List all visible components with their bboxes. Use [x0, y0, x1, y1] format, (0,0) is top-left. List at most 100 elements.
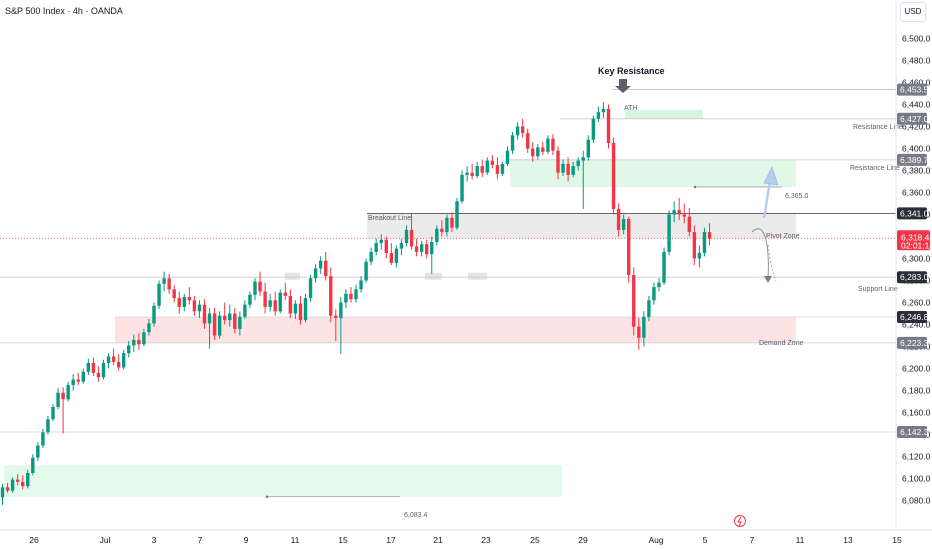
candle-4 — [21, 475, 25, 490]
badge-bg — [897, 425, 927, 438]
candle-body — [672, 210, 676, 215]
candle-5 — [26, 469, 30, 489]
candle-59 — [298, 295, 303, 325]
candle-body — [182, 297, 186, 307]
candle-115 — [581, 150, 585, 209]
candle-97 — [490, 155, 495, 169]
x-tick-label: 7 — [750, 535, 755, 545]
candle-body — [192, 300, 197, 312]
candle-112 — [566, 157, 570, 182]
badge-bg — [897, 112, 927, 125]
candle-94 — [475, 161, 479, 179]
candle-110 — [556, 146, 560, 180]
candle-body — [96, 372, 101, 378]
badge-bg — [897, 336, 927, 349]
candle-130 — [657, 278, 661, 292]
candle-body — [258, 281, 262, 292]
candle-body — [142, 332, 146, 345]
candle-10 — [51, 403, 55, 422]
candle-53 — [268, 293, 272, 312]
candle-body — [228, 313, 232, 321]
candle-30 — [152, 302, 156, 327]
candle-44 — [223, 302, 227, 325]
y-tick-label: 6,460.0 — [902, 78, 931, 88]
x-tick-label: 29 — [578, 535, 588, 545]
zone-4 — [4, 465, 562, 497]
candle-body — [692, 232, 697, 259]
candle-body — [520, 126, 525, 134]
candle-body — [394, 248, 399, 263]
candle-body — [116, 361, 121, 368]
candle-body — [132, 339, 136, 346]
candle-117 — [591, 115, 596, 143]
candle-57 — [288, 289, 293, 318]
candle-28 — [142, 328, 146, 347]
candle-body — [662, 251, 666, 283]
candle-50 — [253, 278, 257, 301]
candle-body — [369, 251, 373, 262]
candle-body — [470, 172, 474, 176]
candle-body — [253, 281, 257, 295]
candle-body — [627, 218, 631, 275]
candle-body — [86, 363, 91, 372]
candle-56 — [283, 282, 287, 301]
candle-36 — [182, 293, 186, 312]
candle-body — [551, 138, 555, 151]
candle-body — [177, 298, 181, 307]
y-tick-label: 6,400.0 — [902, 144, 931, 154]
x-tick-label: 15 — [338, 535, 348, 545]
candle-body — [152, 305, 156, 324]
candle-19 — [96, 366, 101, 382]
x-tick-label: 13 — [843, 535, 853, 545]
badge-text: 6,142.3 — [900, 427, 929, 437]
candle-body — [374, 243, 378, 252]
candle-body — [632, 275, 636, 327]
candle-21 — [106, 353, 111, 369]
x-tick-label: Jul — [100, 535, 111, 545]
candle-74 — [374, 238, 378, 256]
candle-127 — [642, 311, 646, 347]
candle-107 — [541, 141, 545, 156]
candle-body — [354, 289, 358, 300]
candle-133 — [672, 201, 676, 223]
candle-134 — [677, 198, 681, 220]
candle-37 — [187, 287, 192, 305]
candle-body — [197, 304, 202, 312]
candle-114 — [576, 157, 580, 171]
candle-body — [647, 300, 651, 317]
candle-body — [500, 163, 505, 174]
currency-button[interactable]: USD — [900, 2, 926, 22]
badge-text: 6,389.7 — [900, 155, 929, 165]
zone-1 — [510, 159, 796, 187]
candle-body — [652, 287, 656, 301]
candle-83 — [419, 240, 424, 257]
candle-body — [283, 292, 287, 296]
price-badge-4: 6,318.402:01:18 — [897, 230, 932, 251]
base-measure-dot — [265, 495, 269, 499]
candle-55 — [278, 289, 282, 314]
price-badges: 6,453.5 6,427.0 6,389.7 6,341.0 6,318.402:01… — [897, 83, 932, 438]
candle-body — [233, 313, 237, 329]
candle-38 — [192, 295, 197, 316]
candle-body — [263, 291, 267, 307]
candle-2 — [10, 477, 15, 493]
price-badge-3: 6,341.0 — [897, 207, 929, 220]
candle-body — [621, 218, 626, 230]
candle-body — [106, 356, 111, 363]
candle-11 — [56, 388, 60, 410]
candle-69 — [349, 287, 353, 303]
bullish-arrow-shaft — [762, 180, 772, 219]
candle-67 — [339, 297, 343, 355]
candle-0 — [0, 484, 5, 505]
candle-body — [485, 160, 489, 173]
candle-81 — [409, 213, 414, 250]
candle-3 — [15, 474, 20, 486]
candle-body — [541, 147, 545, 152]
candle-body — [122, 353, 126, 368]
projection-down-arrow-icon — [764, 276, 772, 283]
x-tick-label: 21 — [433, 535, 443, 545]
candle-138 — [697, 245, 702, 268]
candle-body — [364, 261, 368, 281]
candle-body — [450, 217, 454, 228]
